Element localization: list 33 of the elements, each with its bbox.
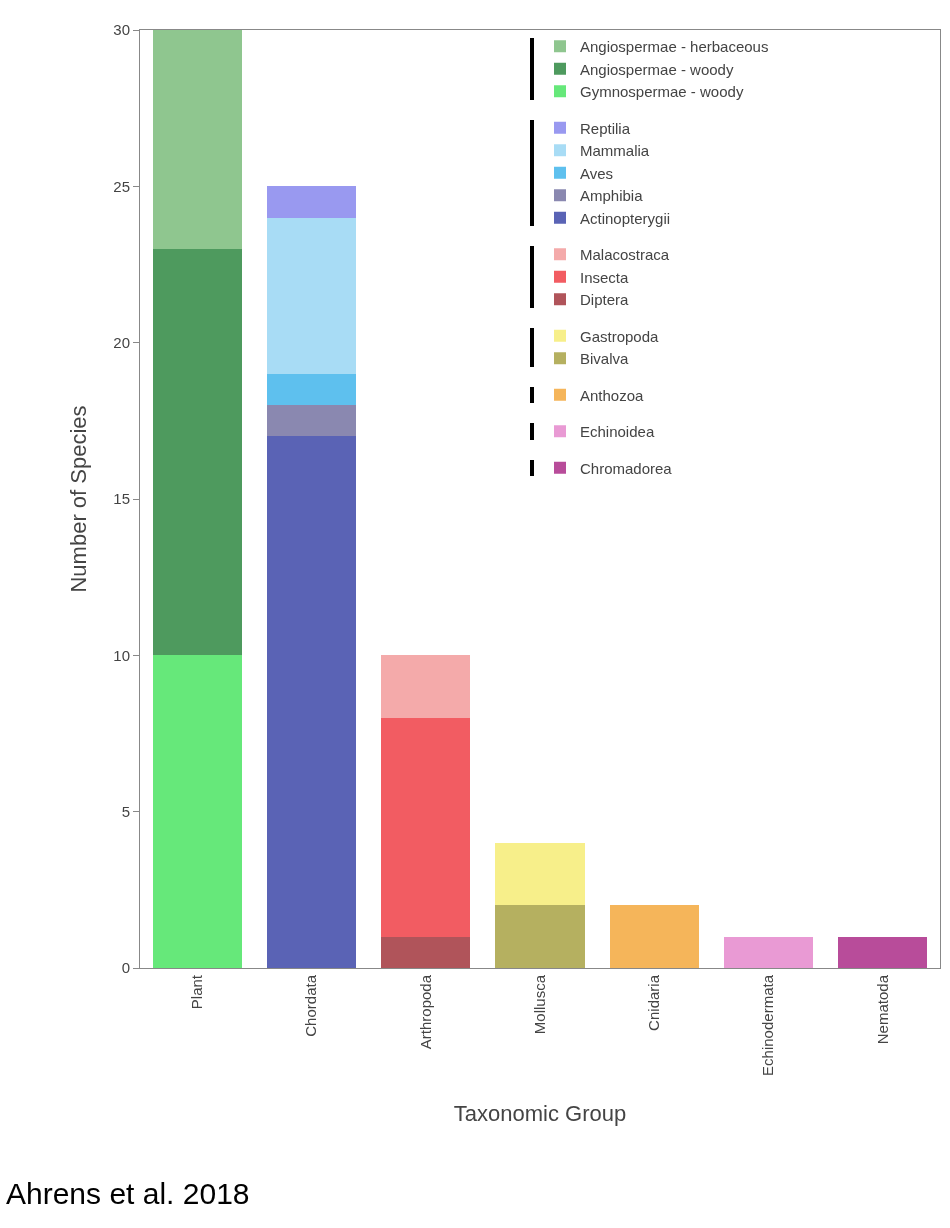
x-tick-label: Chordata bbox=[302, 974, 320, 1037]
text: Ahrens et al. 2018 bbox=[6, 1177, 250, 1210]
y-tick-label: 10 bbox=[113, 646, 130, 664]
y-tick-label: 20 bbox=[113, 333, 130, 351]
legend-label: Malacostraca bbox=[580, 246, 670, 264]
legend-label: Chromadorea bbox=[580, 459, 673, 477]
legend-label: Amphibia bbox=[580, 187, 644, 205]
legend-label: Actinopterygii bbox=[580, 209, 671, 227]
legend-label: Gymnospermae - woody bbox=[580, 83, 744, 101]
legend-label: Bivalva bbox=[580, 350, 630, 368]
legend-label: Insecta bbox=[580, 268, 630, 286]
x-tick-label: Cnidaria bbox=[645, 974, 663, 1031]
legend-label: Anthozoa bbox=[580, 386, 645, 404]
x-tick-label: Mollusca bbox=[530, 974, 548, 1035]
y-tick-label: 0 bbox=[121, 959, 130, 977]
x-tick-label: Nematoda bbox=[873, 974, 891, 1045]
y-tick-label: 25 bbox=[113, 177, 130, 195]
legend-label: Reptilia bbox=[580, 119, 631, 137]
y-axis-title: Number of Species bbox=[66, 405, 92, 593]
legend-label: Diptera bbox=[580, 291, 630, 309]
y-tick-label: 15 bbox=[113, 490, 130, 508]
legend-label: Mammalia bbox=[580, 142, 650, 160]
legend-label: Aves bbox=[580, 164, 614, 182]
y-tick-label: 5 bbox=[121, 802, 130, 820]
legend-label: Angiospermae - herbaceous bbox=[580, 38, 769, 56]
y-tick-label: 30 bbox=[113, 21, 130, 39]
legend-label: Angiospermae - woody bbox=[580, 60, 734, 78]
x-tick-label: Echinodermata bbox=[759, 974, 777, 1076]
x-tick-label: Plant bbox=[188, 974, 206, 1010]
x-tick-label: Arthropoda bbox=[416, 974, 434, 1050]
legend-label: Gastropoda bbox=[580, 327, 660, 345]
x-axis-title: Taxonomic Group bbox=[453, 1100, 627, 1126]
legend-label: Echinoidea bbox=[580, 423, 655, 441]
